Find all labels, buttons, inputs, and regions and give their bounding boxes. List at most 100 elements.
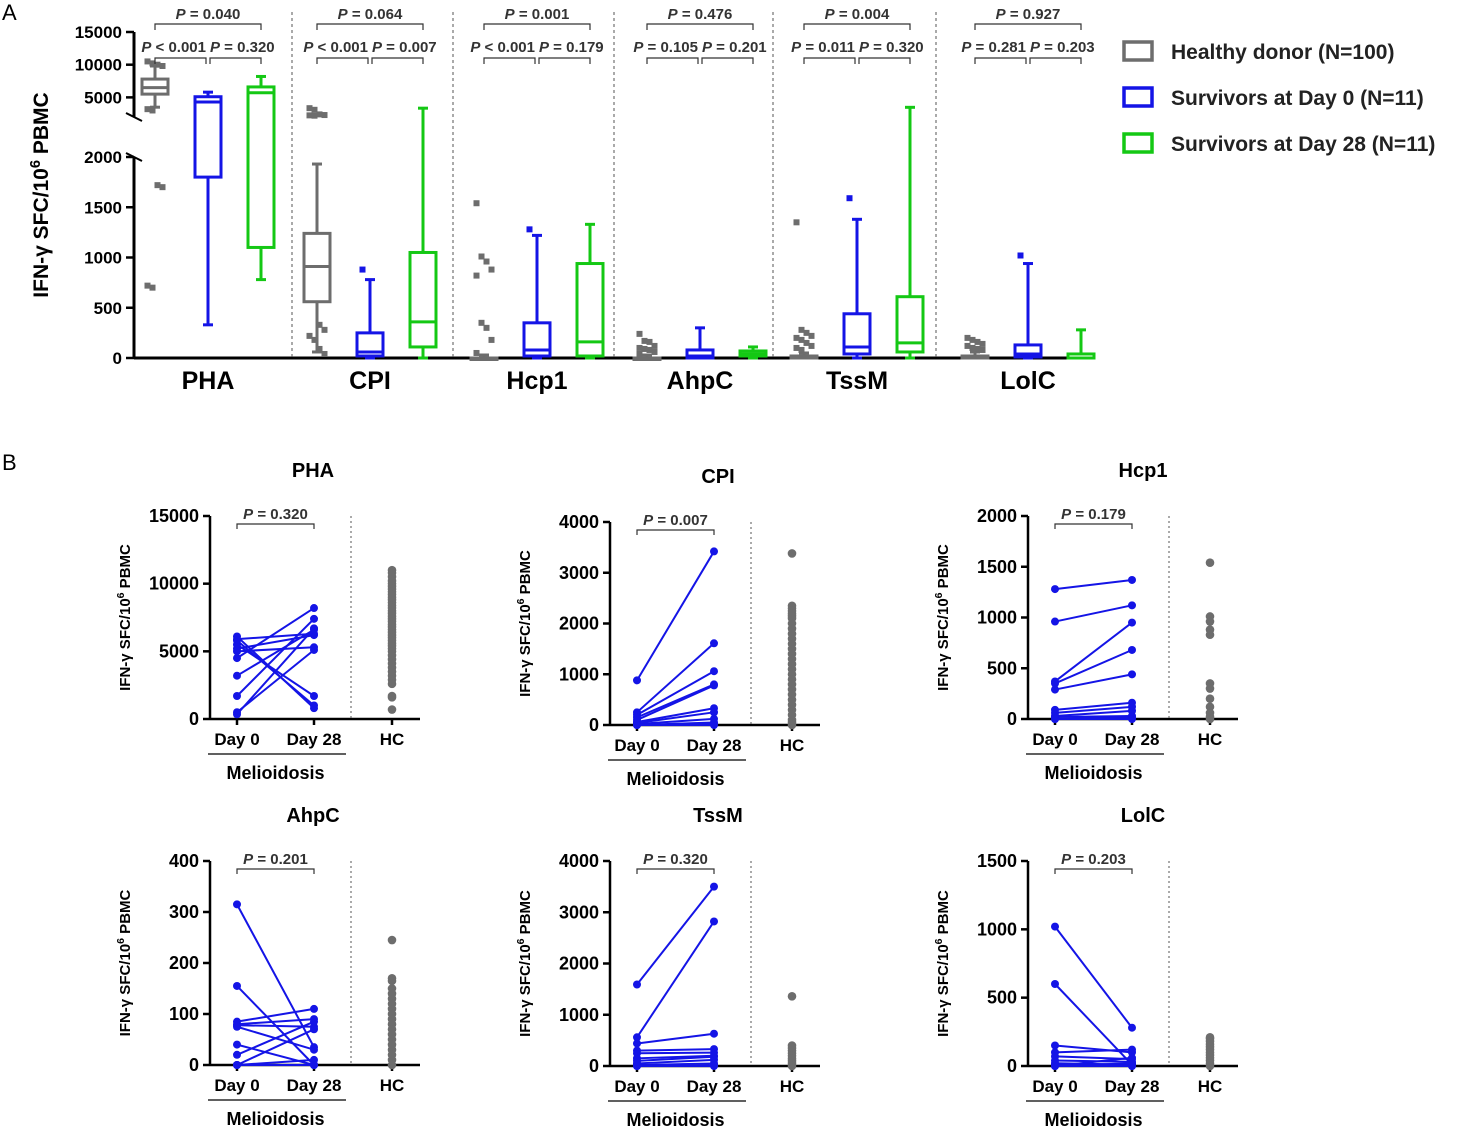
legend-item: Healthy donor (N=100) xyxy=(1122,40,1394,64)
day0-point xyxy=(233,1061,241,1069)
y-tick-label: 2000 xyxy=(84,148,122,167)
outlier-point xyxy=(808,332,815,339)
day28-point xyxy=(310,691,318,700)
y-tick-label: 1500 xyxy=(84,198,122,217)
p-bracket xyxy=(236,868,315,874)
p-value: P = 0.179 xyxy=(1061,506,1126,523)
day0-point xyxy=(1051,585,1059,594)
y-tick-label: 4000 xyxy=(559,512,599,532)
p-value: P = 0.320 xyxy=(243,506,308,523)
p-value-hd-vs-d0: P < 0.001 xyxy=(141,39,206,56)
outlier-point xyxy=(306,112,313,119)
y-tick-label: 1500 xyxy=(977,851,1017,871)
box-day28 xyxy=(246,74,276,282)
pair-line xyxy=(1054,714,1133,718)
outlier-point xyxy=(969,344,976,351)
outlier-point xyxy=(979,340,986,347)
pair-line xyxy=(236,635,315,709)
x-tick-label: Day 28 xyxy=(287,730,342,749)
box-day28 xyxy=(408,106,438,360)
pair-line xyxy=(1054,1062,1133,1067)
outlier-point xyxy=(321,112,328,119)
pair-line xyxy=(1054,621,1133,683)
subplot-title: Hcp1 xyxy=(1119,460,1168,482)
bracket-d0-d28 xyxy=(1029,57,1082,64)
day0-point xyxy=(233,1050,241,1059)
box-healthy xyxy=(632,330,662,361)
legend: Healthy donor (N=100) Survivors at Day 0 … xyxy=(1122,40,1435,156)
x-tick-label: Day 28 xyxy=(687,1077,742,1096)
p-value: P = 0.007 xyxy=(643,512,708,529)
pair-line xyxy=(636,1054,715,1060)
y-tick-label: 500 xyxy=(987,988,1017,1008)
p-bracket xyxy=(1054,523,1133,529)
hc-point xyxy=(787,992,797,1001)
pair-line xyxy=(636,1048,715,1052)
box-day28 xyxy=(738,345,768,360)
p-value-d0-vs-d28: P = 0.201 xyxy=(702,39,767,56)
day0-point xyxy=(1051,980,1059,988)
p-value-hd-vs-d0: P = 0.281 xyxy=(961,39,1026,56)
y-tick-label: 500 xyxy=(94,299,122,318)
box-iqr xyxy=(685,348,715,360)
day28-point xyxy=(1128,645,1136,654)
hc-point xyxy=(1205,714,1215,724)
subplot-ahpc: AhpC 0 100 200 300 400 Day 0 Day 28 HC Melioidosi… xyxy=(115,805,420,1127)
pair-line xyxy=(636,684,715,721)
pair-line xyxy=(236,1058,315,1066)
outlier-point xyxy=(636,330,643,337)
y-tick-label: 4000 xyxy=(559,851,599,871)
y-tick-label: 0 xyxy=(1007,709,1017,729)
pair-line xyxy=(636,642,715,714)
box-healthy xyxy=(140,58,170,291)
pair-line xyxy=(1054,673,1133,691)
day0-point xyxy=(233,691,241,700)
box-group-tssm: TssM P = 0.004 P = 0.011 P = 0.320 xyxy=(789,6,925,395)
panel-b-label: B xyxy=(2,450,17,475)
day0-point xyxy=(233,900,241,909)
p-value-hd-vs-d28: P = 0.476 xyxy=(668,6,733,23)
bracket-d0-d28 xyxy=(209,57,262,64)
subplot-title: LolC xyxy=(1121,805,1165,827)
y-tick-label: 5000 xyxy=(84,88,122,107)
p-value-hd-vs-d28: P = 0.001 xyxy=(505,6,570,23)
p-value-hd-vs-d0: P = 0.105 xyxy=(633,39,698,56)
day28-point xyxy=(1128,601,1136,610)
bracket-hd-d0 xyxy=(316,57,369,64)
y-axis-label: IFN-γ SFC/106 PBMC xyxy=(933,544,952,691)
outlier-point xyxy=(154,61,161,68)
box-iqr xyxy=(193,95,223,179)
y-axis-label: IFN-γ SFC/106 PBMC xyxy=(933,890,952,1037)
category-label: AhpC xyxy=(667,367,734,395)
outlier-point xyxy=(646,338,653,345)
y-tick-label: 100 xyxy=(169,1004,199,1024)
hc-point xyxy=(1205,1061,1215,1071)
day28-point xyxy=(1128,1053,1136,1062)
outlier-point xyxy=(488,266,495,273)
outlier-point xyxy=(646,346,653,353)
hc-point xyxy=(1205,684,1215,693)
day28-point xyxy=(710,721,718,729)
subplot-title: AhpC xyxy=(286,805,339,827)
box-iqr xyxy=(522,321,552,358)
day0-point xyxy=(633,1062,641,1070)
day28-point xyxy=(710,882,718,891)
y-tick-label: 1000 xyxy=(977,608,1017,628)
pair-line xyxy=(636,1055,715,1062)
hc-point xyxy=(1205,630,1215,640)
hc-point xyxy=(1205,617,1215,626)
p-value-hd-vs-d28: P = 0.927 xyxy=(996,6,1061,23)
y-tick-label: 10000 xyxy=(149,574,199,594)
day0-point xyxy=(633,980,641,989)
outlier-point xyxy=(149,107,156,114)
pair-line xyxy=(236,634,315,650)
day0-point xyxy=(233,654,241,663)
day0-point xyxy=(1051,922,1059,931)
outlier-point xyxy=(803,339,810,346)
x-tick-label: Day 28 xyxy=(687,736,742,755)
y-tick-label: 1000 xyxy=(559,664,599,684)
bracket-hd-d28 xyxy=(803,23,911,30)
outlier-point xyxy=(311,106,318,113)
y-tick-label: 2000 xyxy=(559,954,599,974)
